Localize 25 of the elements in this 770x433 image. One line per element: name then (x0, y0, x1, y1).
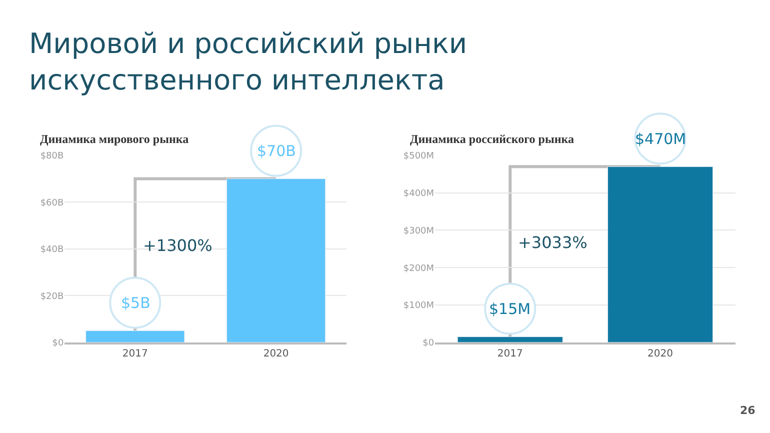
x-tick-label: 2017 (122, 348, 148, 360)
annotation: +3033% (518, 233, 588, 252)
x-tick-label: 2020 (648, 348, 674, 360)
y-tick-label: $60B (40, 198, 64, 208)
x-tick-label: 2017 (497, 348, 523, 360)
chart-subtitle: Динамика мирового рынка (40, 132, 189, 146)
data-label: $15M (489, 300, 531, 318)
data-label: $70B (257, 142, 296, 160)
annotation: +1300% (143, 236, 212, 255)
y-tick-label: $200M (403, 264, 434, 274)
chart-title: Динамика российского рынка (410, 132, 574, 146)
text: 26 (740, 404, 756, 417)
data-label: $5B (121, 294, 150, 312)
data-label: $470M (635, 130, 686, 148)
y-tick-label: $0 (422, 338, 434, 349)
y-tick-label: $500M (403, 152, 434, 162)
y-tick-label: $20B (40, 292, 64, 302)
y-tick-label: $40B (40, 245, 64, 256)
chart-title: Мировой и российский рынки искусственного интеллекта (29, 27, 468, 96)
x-tick-label: 2020 (263, 348, 289, 360)
y-tick-label: $0 (52, 338, 64, 349)
y-tick-label: $400M (403, 188, 434, 199)
y-tick-label: $80B (40, 152, 64, 162)
y-tick-label: $300M (403, 226, 434, 236)
y-tick-label: $100M (403, 301, 434, 312)
